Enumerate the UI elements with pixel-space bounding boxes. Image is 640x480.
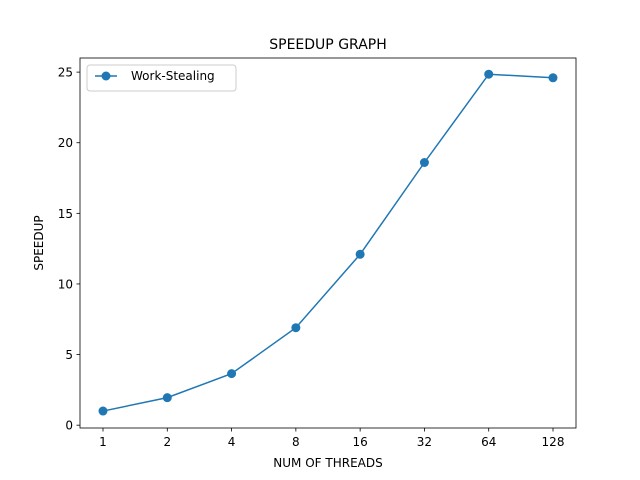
data-point <box>355 249 365 259</box>
data-point <box>484 69 494 79</box>
x-tick-label: 8 <box>292 435 300 449</box>
x-tick-label: 4 <box>228 435 236 449</box>
plot-area-frame <box>79 57 577 429</box>
y-tick-label: 15 <box>58 207 73 221</box>
y-tick-label: 0 <box>65 419 73 433</box>
x-axis-label: NUM OF THREADS <box>273 456 382 470</box>
y-tick-label: 10 <box>58 277 73 291</box>
series-line <box>102 73 554 412</box>
x-tick-label: 16 <box>353 435 368 449</box>
data-point <box>227 369 237 379</box>
y-tick-label: 20 <box>58 136 73 150</box>
data-point <box>162 393 172 403</box>
x-tick-label: 128 <box>542 435 565 449</box>
data-point <box>419 158 429 168</box>
chart-title: SPEEDUP GRAPH <box>269 37 387 53</box>
data-point <box>291 323 301 333</box>
y-tick-label: 5 <box>65 348 73 362</box>
y-axis-label: SPEEDUP <box>32 215 46 270</box>
x-tick-label: 1 <box>99 435 107 449</box>
series-layer <box>98 69 558 416</box>
x-tick-label: 2 <box>163 435 171 449</box>
legend-box <box>86 64 237 92</box>
legend-series-marker <box>101 71 111 81</box>
data-point <box>548 73 558 83</box>
x-tick-label: 64 <box>481 435 496 449</box>
x-tick-label: 32 <box>417 435 432 449</box>
legend: Work-Stealing <box>86 64 237 92</box>
y-tick-label: 25 <box>58 66 73 80</box>
tick-layer: 1 2 4 8 16 32 64 128 0 5 10 15 20 25 <box>58 66 565 449</box>
data-point <box>98 406 108 416</box>
legend-series-label: Work-Stealing <box>131 69 215 83</box>
